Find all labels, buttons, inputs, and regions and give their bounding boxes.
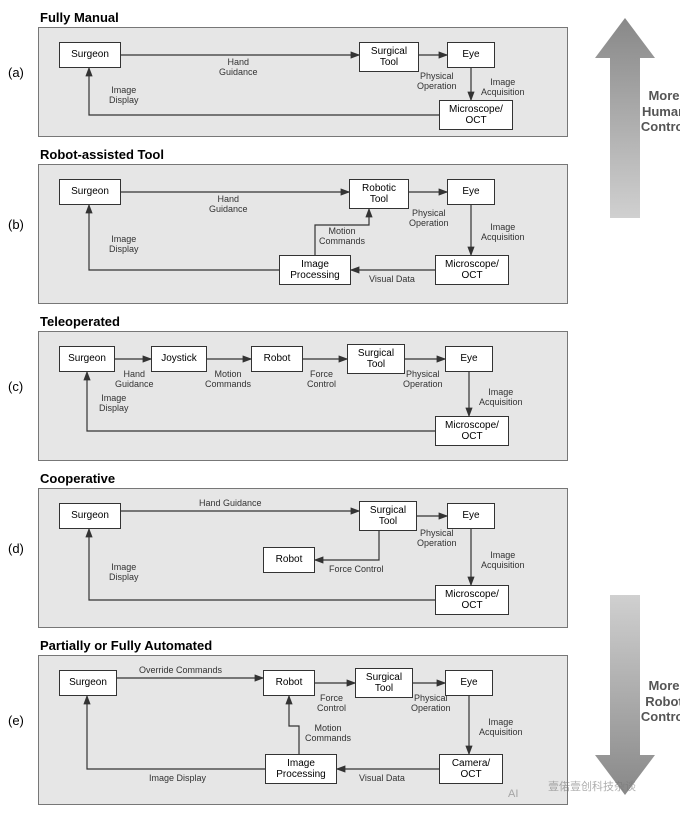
watermark: 壹偌壹创科技杂谈 bbox=[548, 778, 636, 794]
node-tool: SurgicalTool bbox=[355, 668, 413, 698]
diagram-id-label: (b) bbox=[8, 217, 38, 232]
node-eye: Eye bbox=[447, 503, 495, 529]
watermark: AI bbox=[508, 788, 518, 800]
node-scope: Microscope/OCT bbox=[435, 585, 509, 615]
diagram-id-label: (d) bbox=[8, 541, 38, 556]
node-eye: Eye bbox=[447, 179, 495, 205]
node-eye: Eye bbox=[447, 42, 495, 68]
node-tool: SurgicalTool bbox=[359, 42, 419, 72]
edge bbox=[89, 205, 279, 270]
panel-b: HandGuidancePhysicalOperationImageAcquis… bbox=[38, 164, 568, 304]
node-scope: Microscope/OCT bbox=[439, 100, 513, 130]
panel-title: Partially or Fully Automated bbox=[40, 638, 568, 653]
panel-title: Teleoperated bbox=[40, 314, 568, 329]
node-surgeon: Surgeon bbox=[59, 670, 117, 696]
panel-d: Hand GuidancePhysicalOperationImageAcqui… bbox=[38, 488, 568, 628]
edge bbox=[289, 696, 299, 754]
node-robot: Robot bbox=[263, 547, 315, 573]
edge bbox=[315, 209, 369, 255]
node-tool: RoboticTool bbox=[349, 179, 409, 209]
edge bbox=[315, 531, 379, 560]
node-joy: Joystick bbox=[151, 346, 207, 372]
edge bbox=[89, 68, 439, 115]
node-surgeon: Surgeon bbox=[59, 179, 121, 205]
panel-c: HandGuidanceMotionCommandsForceControlPh… bbox=[38, 331, 568, 461]
panel-e: Override CommandsForceControlPhysicalOpe… bbox=[38, 655, 568, 805]
node-img: ImageProcessing bbox=[279, 255, 351, 285]
node-robot: Robot bbox=[251, 346, 303, 372]
panel-title: Cooperative bbox=[40, 471, 568, 486]
panel-title: Fully Manual bbox=[40, 10, 568, 25]
panel-a: HandGuidancePhysicalOperationImageAcquis… bbox=[38, 27, 568, 137]
node-img: ImageProcessing bbox=[265, 754, 337, 784]
node-tool: SurgicalTool bbox=[359, 501, 417, 531]
edge bbox=[87, 696, 265, 769]
diagram-id-label: (c) bbox=[8, 379, 38, 394]
diagram-id-label: (a) bbox=[8, 65, 38, 80]
diagram-id-label: (e) bbox=[8, 713, 38, 728]
panel-title: Robot-assisted Tool bbox=[40, 147, 568, 162]
node-surgeon: Surgeon bbox=[59, 346, 115, 372]
edge bbox=[89, 529, 435, 600]
arrow-up-label: MoreHumanControl bbox=[634, 88, 680, 135]
node-scope: Microscope/OCT bbox=[435, 255, 509, 285]
node-tool: SurgicalTool bbox=[347, 344, 405, 374]
node-surgeon: Surgeon bbox=[59, 503, 121, 529]
node-cam: Camera/OCT bbox=[439, 754, 503, 784]
node-scope: Microscope/OCT bbox=[435, 416, 509, 446]
node-robot: Robot bbox=[263, 670, 315, 696]
node-eye: Eye bbox=[445, 346, 493, 372]
arrow-down-label: MoreRobotControl bbox=[634, 678, 680, 725]
edge bbox=[87, 372, 435, 431]
node-eye: Eye bbox=[445, 670, 493, 696]
node-surgeon: Surgeon bbox=[59, 42, 121, 68]
